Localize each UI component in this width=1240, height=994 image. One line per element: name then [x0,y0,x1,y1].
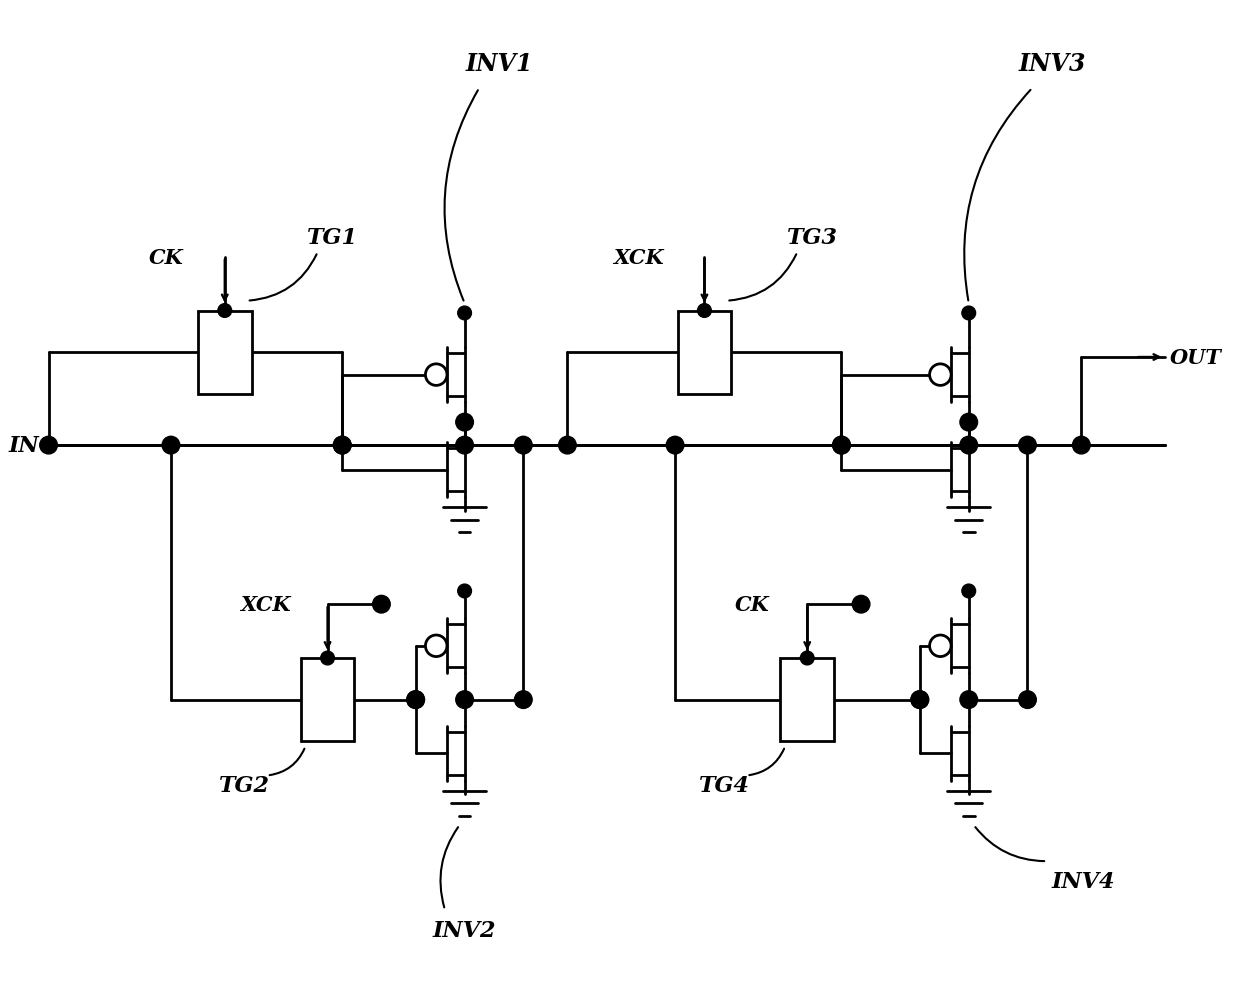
Circle shape [407,691,424,709]
Text: XCK: XCK [239,594,290,614]
Circle shape [852,595,870,613]
Circle shape [458,307,471,320]
Text: INV2: INV2 [433,918,496,940]
Circle shape [1019,436,1037,454]
Circle shape [960,414,977,431]
Bar [198,311,252,395]
Circle shape [962,584,976,598]
Circle shape [911,691,929,709]
Circle shape [960,691,977,709]
Circle shape [666,436,684,454]
Circle shape [558,436,577,454]
Circle shape [698,304,712,318]
Text: IN: IN [7,434,38,456]
Circle shape [334,436,351,454]
Text: INV4: INV4 [1052,870,1116,892]
Circle shape [833,436,851,454]
Circle shape [456,436,474,454]
Text: INV1: INV1 [465,53,533,77]
Bar [300,658,355,742]
Circle shape [800,651,815,665]
Circle shape [372,595,391,613]
Circle shape [40,436,57,454]
Circle shape [911,691,929,709]
Text: XCK: XCK [613,248,663,267]
Text: TG3: TG3 [786,227,837,248]
Text: CK: CK [149,248,184,267]
Circle shape [425,365,446,386]
Circle shape [962,307,976,320]
Circle shape [515,436,532,454]
Circle shape [456,414,474,431]
Text: OUT: OUT [1169,348,1221,368]
Circle shape [425,635,446,657]
Circle shape [334,436,351,454]
Bar [677,311,732,395]
Text: TG2: TG2 [218,774,270,796]
Circle shape [833,436,851,454]
Circle shape [162,436,180,454]
Text: TG1: TG1 [308,227,358,248]
Text: TG4: TG4 [698,774,749,796]
Text: CK: CK [735,594,770,614]
Circle shape [960,436,977,454]
Text: INV3: INV3 [1018,53,1086,77]
Circle shape [407,691,424,709]
Circle shape [1019,691,1037,709]
Circle shape [458,584,471,598]
Circle shape [218,304,232,318]
Circle shape [1073,436,1090,454]
Circle shape [321,651,335,665]
Bar [780,658,835,742]
Circle shape [515,691,532,709]
Circle shape [930,635,951,657]
Circle shape [456,691,474,709]
Circle shape [930,365,951,386]
